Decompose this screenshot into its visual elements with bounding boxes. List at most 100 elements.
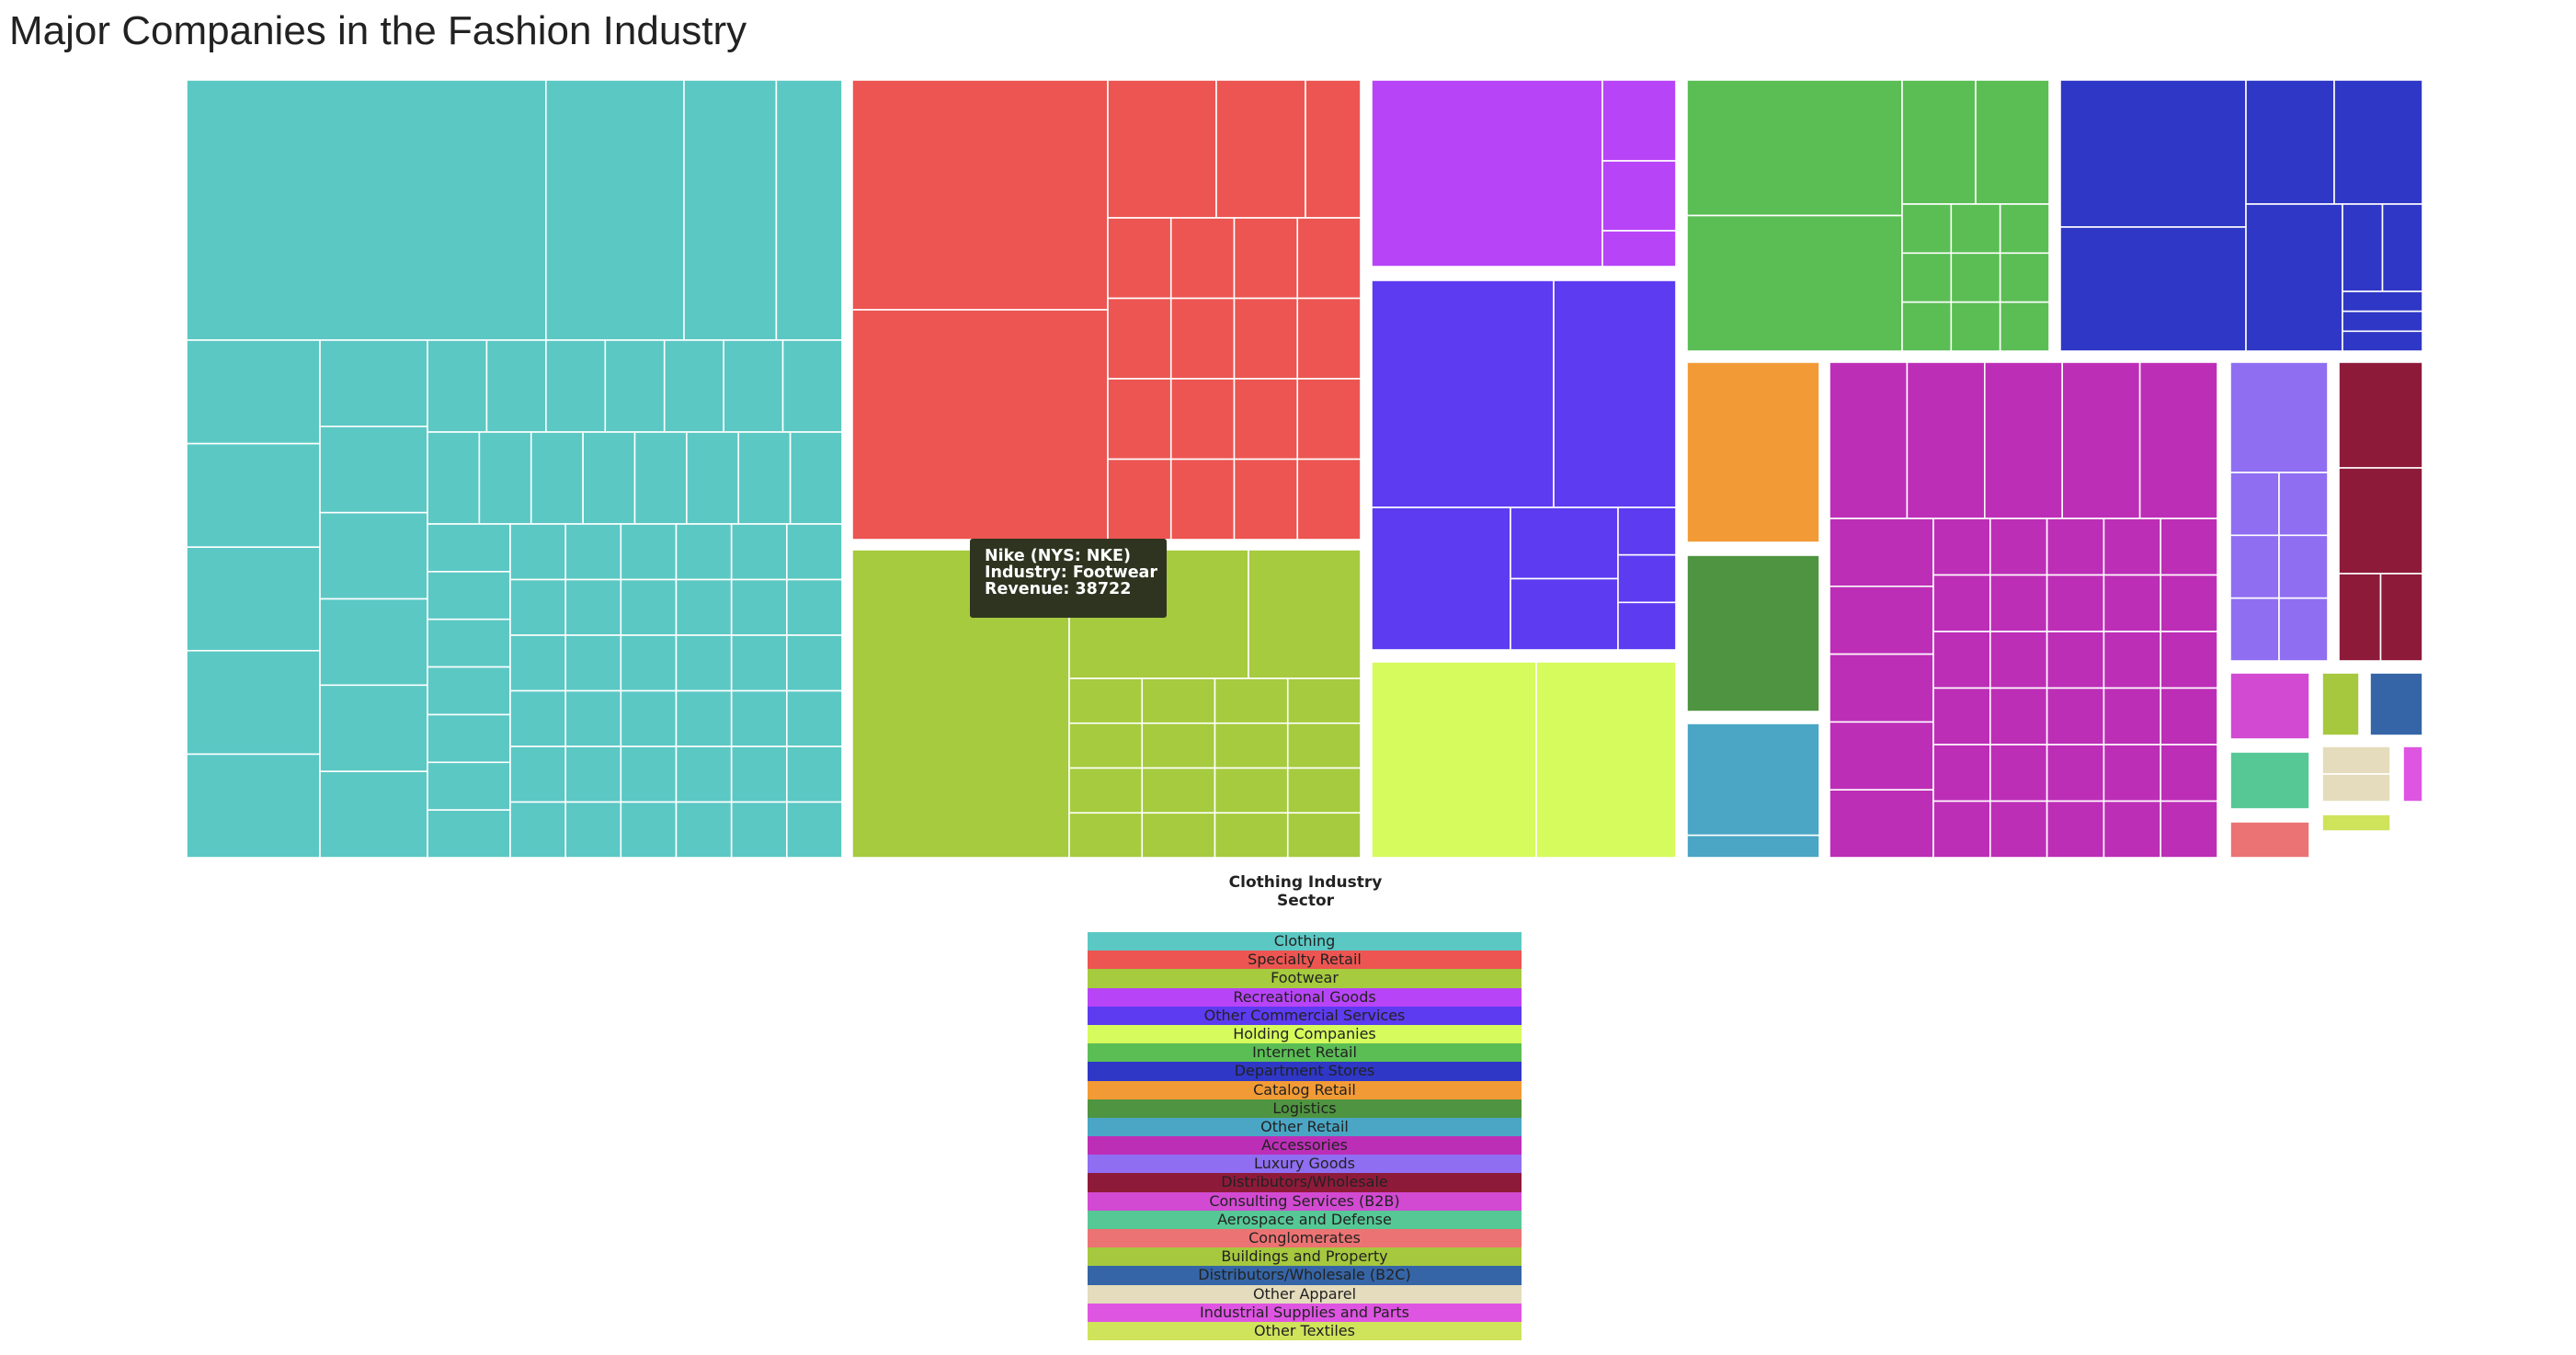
company-cell[interactable] — [1999, 203, 2050, 255]
company-cell[interactable] — [545, 339, 607, 433]
company-cell[interactable] — [509, 634, 566, 692]
company-cell[interactable] — [564, 634, 622, 692]
legend-item[interactable]: Accessories — [1088, 1136, 1522, 1156]
company-cell[interactable] — [1829, 653, 1934, 723]
legend-item[interactable]: Consulting Services (B2B) — [1088, 1191, 1522, 1211]
company-cell[interactable] — [2059, 226, 2247, 352]
company-cell[interactable] — [2245, 79, 2335, 205]
company-cell[interactable] — [509, 578, 566, 636]
company-cell[interactable] — [1535, 661, 1677, 859]
company-cell[interactable] — [1686, 723, 1820, 837]
company-cell[interactable] — [319, 511, 428, 600]
company-cell[interactable] — [1901, 252, 1953, 303]
company-cell[interactable] — [2046, 687, 2105, 746]
company-cell[interactable] — [775, 79, 843, 341]
company-cell[interactable] — [2338, 361, 2423, 469]
company-cell[interactable] — [2229, 472, 2280, 537]
company-cell[interactable] — [683, 79, 778, 341]
company-cell[interactable] — [1286, 767, 1362, 814]
company-cell[interactable] — [1601, 79, 1677, 162]
company-cell[interactable] — [1999, 301, 2050, 352]
company-cell[interactable] — [1068, 767, 1144, 814]
company-cell[interactable] — [620, 523, 678, 581]
company-cell[interactable] — [851, 309, 1109, 541]
company-cell[interactable] — [2379, 573, 2423, 662]
company-cell[interactable] — [564, 801, 622, 859]
company-cell[interactable] — [2046, 518, 2105, 576]
company-cell[interactable] — [2229, 361, 2329, 473]
company-cell[interactable] — [1989, 800, 2048, 859]
company-cell[interactable] — [786, 801, 843, 859]
company-cell[interactable] — [1510, 577, 1619, 651]
company-cell[interactable] — [2321, 672, 2360, 736]
legend-item[interactable]: Recreational Goods — [1088, 987, 1522, 1007]
legend-item[interactable]: Clothing — [1088, 932, 1522, 951]
company-cell[interactable] — [1553, 279, 1677, 508]
company-cell[interactable] — [730, 689, 788, 747]
company-cell[interactable] — [1975, 79, 2050, 205]
company-cell[interactable] — [1141, 678, 1216, 724]
company-cell[interactable] — [1296, 458, 1362, 541]
company-cell[interactable] — [2046, 744, 2105, 803]
company-cell[interactable] — [1068, 812, 1144, 859]
company-cell[interactable] — [1901, 301, 1953, 352]
company-cell[interactable] — [1932, 574, 1991, 632]
company-cell[interactable] — [564, 689, 622, 747]
company-cell[interactable] — [1169, 458, 1236, 541]
company-cell[interactable] — [730, 746, 788, 803]
company-cell[interactable] — [2229, 597, 2280, 662]
company-cell[interactable] — [2103, 800, 2161, 859]
company-cell[interactable] — [1932, 800, 1991, 859]
company-cell[interactable] — [2103, 744, 2161, 803]
company-cell[interactable] — [509, 689, 566, 747]
company-cell[interactable] — [478, 431, 532, 525]
company-cell[interactable] — [2059, 79, 2247, 228]
legend-item[interactable]: Industrial Supplies and Parts — [1088, 1303, 1522, 1322]
company-cell[interactable] — [485, 339, 547, 433]
company-cell[interactable] — [1989, 518, 2048, 576]
legend-item[interactable]: Department Stores — [1088, 1062, 1522, 1081]
legend-item[interactable]: Other Retail — [1088, 1117, 1522, 1137]
company-cell[interactable] — [186, 546, 321, 652]
company-cell[interactable] — [1169, 297, 1236, 380]
company-cell[interactable] — [427, 523, 511, 573]
company-cell[interactable] — [1214, 722, 1289, 769]
company-cell[interactable] — [2229, 672, 2310, 740]
company-cell[interactable] — [319, 598, 428, 687]
legend-item[interactable]: Other Apparel — [1088, 1284, 1522, 1304]
company-cell[interactable] — [1233, 217, 1299, 300]
company-cell[interactable] — [1932, 687, 1991, 746]
company-cell[interactable] — [786, 523, 843, 581]
company-cell[interactable] — [1214, 767, 1289, 814]
company-cell[interactable] — [675, 523, 733, 581]
company-cell[interactable] — [186, 442, 321, 549]
company-cell[interactable] — [1107, 458, 1172, 541]
company-cell[interactable] — [1371, 507, 1511, 651]
company-cell[interactable] — [564, 746, 622, 803]
company-cell[interactable] — [509, 746, 566, 803]
company-cell[interactable] — [2160, 687, 2218, 746]
company-cell[interactable] — [509, 801, 566, 859]
legend-item[interactable]: Conglomerates — [1088, 1229, 1522, 1248]
company-cell[interactable] — [730, 634, 788, 692]
company-cell[interactable] — [2381, 203, 2423, 292]
company-cell[interactable] — [1829, 361, 1909, 519]
company-cell[interactable] — [427, 571, 511, 621]
company-cell[interactable] — [1169, 378, 1236, 461]
company-cell[interactable] — [1233, 297, 1299, 380]
company-cell[interactable] — [2160, 518, 2218, 576]
company-cell[interactable] — [2061, 361, 2141, 519]
company-cell[interactable] — [1286, 722, 1362, 769]
legend-item[interactable]: Footwear — [1088, 969, 1522, 988]
company-cell[interactable] — [1686, 361, 1820, 543]
company-cell[interactable] — [2138, 361, 2218, 519]
company-cell[interactable] — [1617, 601, 1677, 651]
company-cell[interactable] — [1371, 661, 1537, 859]
legend-item[interactable]: Internet Retail — [1088, 1043, 1522, 1063]
company-cell[interactable] — [2338, 573, 2382, 662]
company-cell[interactable] — [2342, 330, 2423, 352]
company-cell[interactable] — [620, 801, 678, 859]
company-cell[interactable] — [2278, 534, 2329, 599]
company-cell[interactable] — [1371, 79, 1603, 268]
company-cell[interactable] — [2229, 534, 2280, 599]
